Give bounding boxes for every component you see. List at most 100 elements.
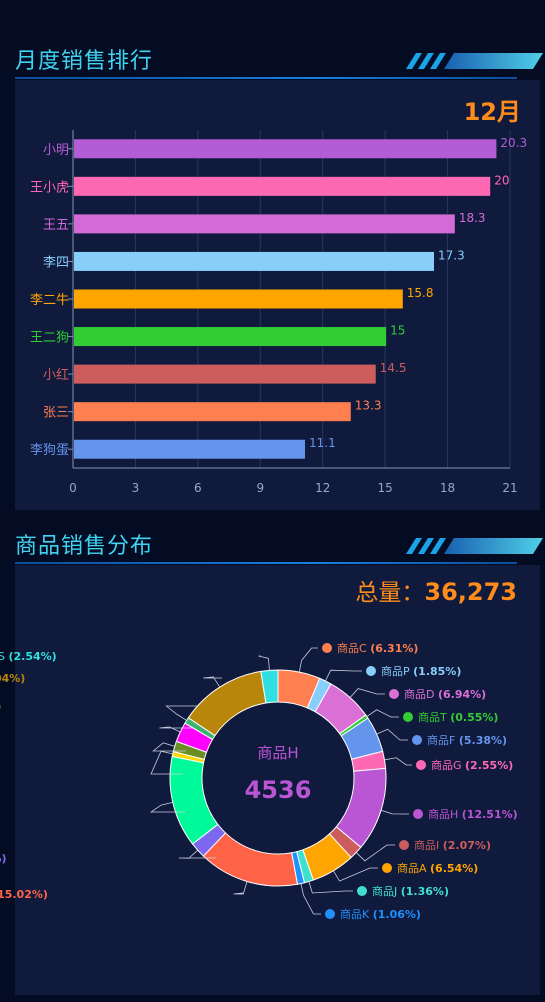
category-label: 李四 — [43, 255, 69, 270]
month-label: 12月 — [463, 98, 521, 126]
slice-percent: (1.36%) — [401, 885, 449, 898]
slice-label: 商品J (1.36%) — [372, 884, 449, 898]
legend-marker — [389, 689, 399, 699]
slice-label: 商品C (6.31%) — [337, 641, 418, 655]
category-label: 王二狗 — [30, 331, 69, 346]
category-label: 张三 — [43, 406, 69, 421]
slice-percent: (2.54%) — [8, 650, 56, 663]
category-label: 李狗蛋 — [30, 443, 69, 458]
leader-line — [233, 881, 248, 895]
category-label: 王小虎 — [30, 180, 69, 195]
category-label: 李二牛 — [30, 293, 69, 308]
slice-label: 商品E (13.04%) — [0, 671, 25, 685]
slice-name: 商品A — [397, 861, 430, 875]
leader-line — [165, 705, 204, 721]
legend-marker — [412, 735, 422, 745]
bar — [74, 289, 403, 309]
center-label: 商品H — [257, 744, 298, 762]
slice-name: 商品T — [418, 710, 450, 724]
slice-label: 商品G (2.55%) — [431, 758, 513, 772]
slice-label: 商品M (2.4%) — [0, 851, 7, 865]
value-label: 18.3 — [459, 211, 486, 225]
slice-label: 商品T (0.55%) — [418, 710, 498, 724]
title-decoration-icon — [406, 538, 543, 554]
donut-slice — [187, 670, 267, 737]
total-value: 36,273 — [424, 578, 517, 606]
bar — [74, 214, 455, 234]
bar — [74, 327, 387, 347]
slice-percent: (5.38%) — [459, 734, 507, 747]
bar — [74, 251, 435, 271]
slice-label: 商品B (15.02%) — [0, 887, 48, 901]
slice-percent: (6.31%) — [370, 642, 418, 655]
leader-line — [203, 676, 222, 688]
leader-line — [384, 757, 412, 766]
total-prefix: 总量： — [355, 580, 425, 606]
leader-line — [258, 655, 270, 671]
slice-percent: (2.55%) — [465, 759, 513, 772]
legend-marker — [322, 643, 332, 653]
x-tick-label: 9 — [256, 481, 264, 495]
bar — [74, 364, 376, 384]
slice-label: 商品K (1.06%) — [340, 907, 421, 921]
legend-marker — [413, 809, 423, 819]
ranking-bar-chart: 0 3 6 9 12 15 18 21 小明 20.3 王小虎 20 王五 18.3 李四 17.3 李二牛 15… — [30, 130, 527, 495]
slice-name: 商品G — [431, 758, 465, 772]
slice-label: 商品O (0.94%) — [0, 699, 1, 713]
value-label: 13.3 — [355, 399, 382, 413]
slice-name: 商品C — [337, 641, 370, 655]
slice-percent: (0.55%) — [450, 711, 498, 724]
category-label: 小红 — [43, 367, 69, 383]
slice-percent: (13.04%) — [0, 672, 25, 685]
slice-name: 商品D — [404, 687, 438, 701]
value-label: 15 — [390, 324, 405, 338]
slice-percent: (12.51%) — [462, 808, 518, 821]
slice-name: 商品K — [340, 907, 373, 921]
value-label: 14.5 — [380, 361, 407, 375]
slice-percent: (2.07%) — [443, 839, 491, 852]
slice-label: 商品P (1.85%) — [381, 664, 461, 678]
legend-marker — [357, 886, 367, 896]
bar — [74, 139, 497, 159]
slice-percent: (1.85%) — [413, 665, 461, 678]
legend-marker — [325, 909, 335, 919]
slice-name: 商品F — [427, 733, 459, 747]
slice-percent: (1.06%) — [373, 908, 421, 921]
leader-line — [308, 881, 353, 894]
distribution-title: 商品销售分布 — [15, 534, 154, 559]
title-decoration-icon — [406, 53, 543, 69]
leader-line — [152, 742, 186, 752]
legend-marker — [366, 666, 376, 676]
slice-name: 商品S — [0, 649, 8, 663]
x-tick-label: 15 — [378, 481, 393, 495]
leader-line — [149, 801, 185, 813]
x-tick-label: 12 — [315, 481, 330, 495]
slice-label: 商品I (2.07%) — [414, 838, 491, 852]
center-value: 4536 — [245, 776, 312, 804]
legend-marker — [399, 840, 409, 850]
distribution-title-underline — [15, 562, 517, 564]
x-tick-label: 18 — [440, 481, 455, 495]
leader-line — [380, 809, 409, 815]
slice-label: 商品F (5.38%) — [427, 733, 507, 747]
slice-label: 商品S (2.54%) — [0, 649, 57, 663]
leader-line — [355, 844, 395, 862]
total-label: 总量：36,273 — [355, 573, 517, 607]
x-tick-label: 0 — [69, 481, 77, 495]
leader-line — [366, 709, 399, 718]
ranking-title: 月度销售排行 — [15, 49, 154, 74]
leader-line — [333, 867, 378, 882]
leader-line — [178, 849, 216, 859]
bar — [74, 439, 305, 459]
slice-label: 商品H (12.51%) — [428, 807, 518, 821]
distribution-panel — [15, 565, 540, 995]
slice-percent: (0.94%) — [0, 700, 1, 713]
slice-name: 商品H — [428, 807, 462, 821]
leader-line — [300, 883, 321, 915]
value-label: 20 — [494, 173, 509, 187]
slice-percent: (6.94%) — [438, 688, 486, 701]
leader-line — [298, 647, 318, 673]
value-label: 15.8 — [407, 286, 434, 300]
slice-name: 商品I — [414, 838, 443, 852]
